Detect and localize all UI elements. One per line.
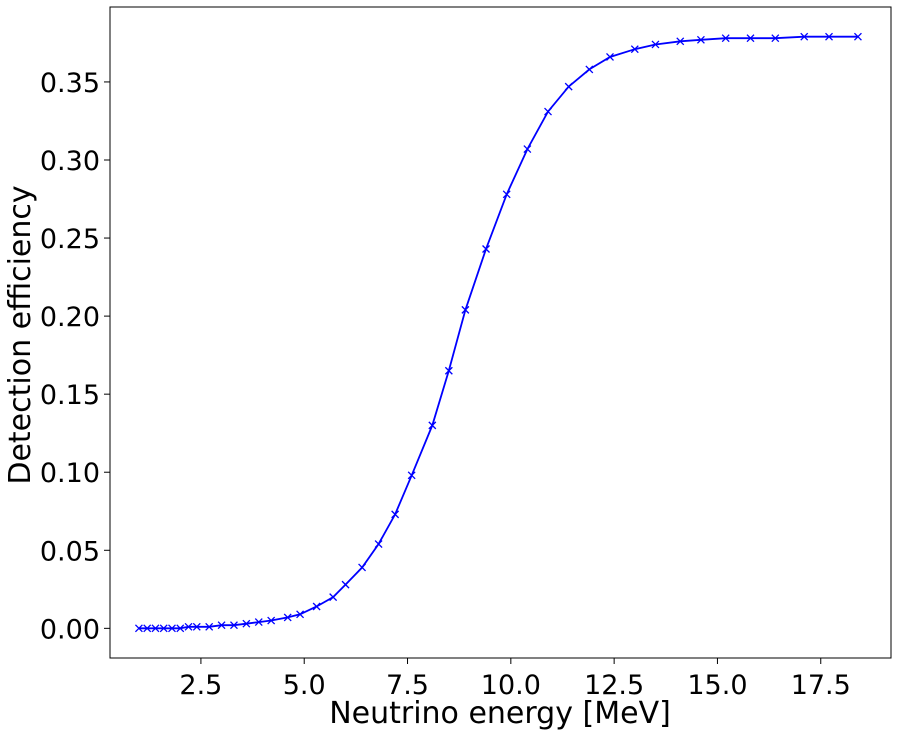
data-point: [746, 34, 755, 43]
data-point: [374, 540, 383, 548]
y-tick-label: 0.15: [40, 380, 100, 411]
y-tick-label: 0.35: [40, 68, 100, 99]
data-point: [358, 563, 367, 572]
data-point: [523, 145, 532, 154]
data-point: [192, 622, 201, 631]
data-point: [143, 624, 152, 633]
data-point: [482, 245, 490, 253]
data-point: [217, 621, 226, 630]
data-point: [721, 34, 730, 43]
y-tick-label: 0.30: [40, 146, 100, 177]
data-point: [630, 45, 639, 54]
data-point: [267, 616, 276, 625]
data-point: [312, 602, 321, 611]
data-point: [254, 618, 263, 627]
x-axis: 2.5 5.0 7.5 10.0 12.5 15.0 17.5: [179, 658, 851, 701]
data-point: [205, 622, 214, 631]
data-point: [230, 621, 238, 630]
data-point: [391, 510, 400, 519]
data-point: [502, 190, 511, 199]
data-point: [242, 619, 251, 628]
data-point: [651, 40, 660, 49]
x-tick-label: 5.0: [283, 670, 326, 701]
data-point: [564, 82, 573, 91]
data-point: [329, 593, 338, 602]
data-point: [606, 52, 614, 61]
y-tick-label: 0.25: [40, 224, 100, 255]
data-point: [296, 610, 305, 619]
data-point: [151, 624, 160, 633]
data-point: [159, 624, 168, 633]
x-tick-label: 2.5: [179, 670, 222, 701]
data-point: [168, 624, 176, 633]
data-point: [134, 624, 143, 633]
x-tick-label: 17.5: [791, 670, 851, 701]
plot-area: [109, 6, 892, 659]
data-point: [184, 622, 193, 631]
data-point: [407, 471, 416, 480]
data-point: [696, 35, 705, 44]
data-point: [176, 624, 185, 633]
x-tick-label: 15.0: [687, 670, 747, 701]
data-point: [444, 366, 453, 375]
y-tick-label: 0.00: [40, 614, 100, 645]
data-point: [676, 37, 685, 46]
x-tick-label: 7.5: [386, 670, 429, 701]
data-point: [771, 34, 780, 43]
y-axis: 0.00 0.05 0.10 0.15 0.20 0.25 0.30 0.35: [40, 68, 110, 645]
data-point: [341, 580, 350, 589]
y-tick-label: 0.20: [40, 302, 100, 333]
x-axis-title: Neutrino energy [MeV]: [329, 696, 671, 731]
x-tick-label: 12.5: [584, 670, 644, 701]
data-point: [585, 65, 594, 74]
data-point: [825, 32, 833, 41]
y-tick-label: 0.10: [40, 458, 100, 489]
data-point: [283, 613, 292, 622]
data-point: [800, 32, 809, 41]
y-axis-title: Detection efficiency: [3, 185, 38, 484]
y-tick-label: 0.05: [40, 536, 100, 567]
series-layer: [134, 32, 862, 633]
data-point: [853, 32, 862, 41]
data-point: [428, 421, 437, 430]
data-point: [461, 305, 470, 314]
x-tick-label: 10.0: [481, 670, 541, 701]
data-point: [544, 107, 552, 116]
